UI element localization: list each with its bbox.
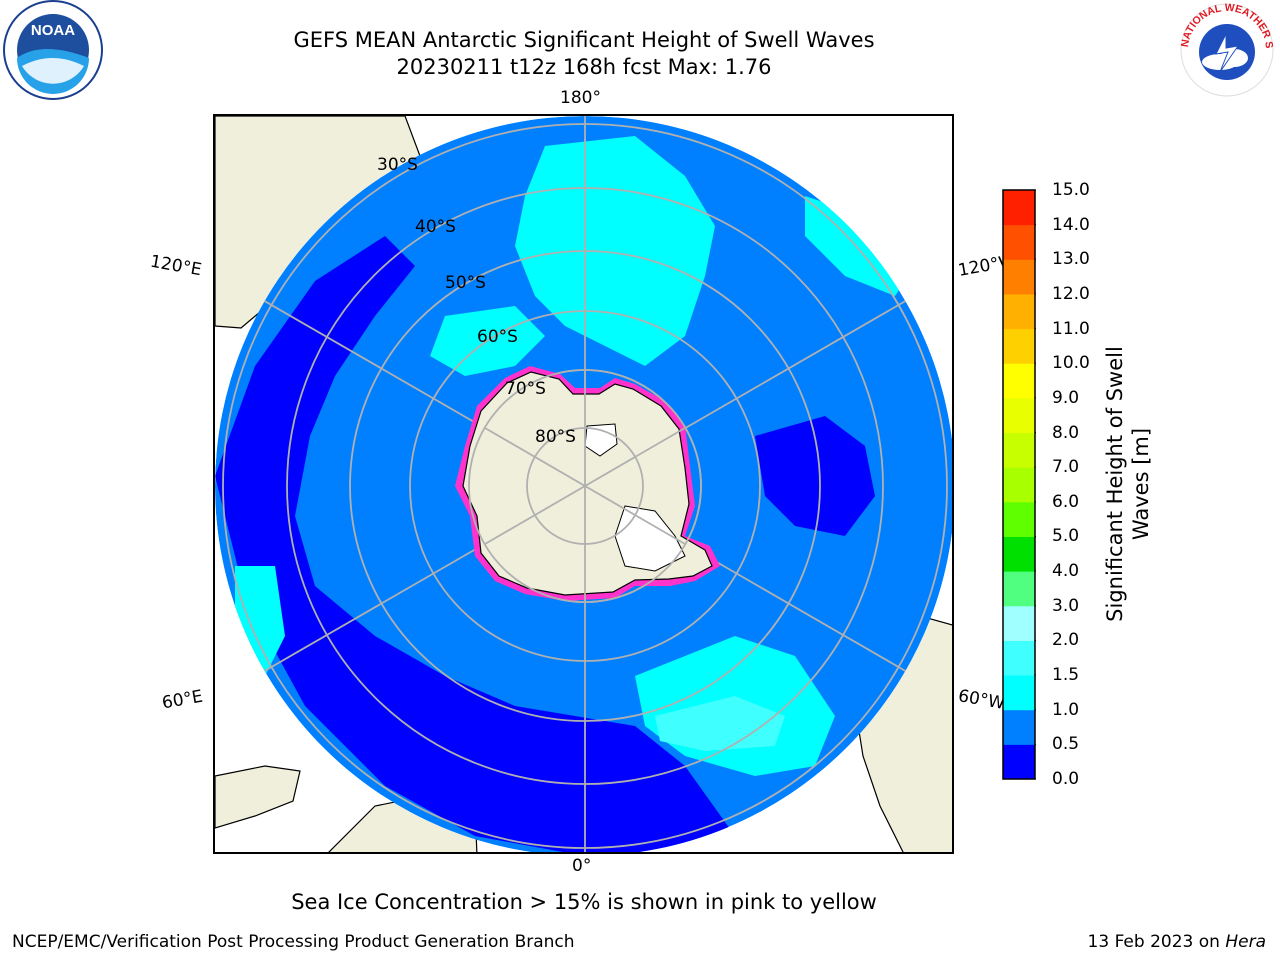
colorbar-segment xyxy=(1003,605,1035,641)
polar-map: 30°S 40°S 50°S 60°S 70°S 80°S xyxy=(213,114,954,854)
colorbar-tick-label: 5.0 xyxy=(1052,526,1080,547)
colorbar-tick-label: 0.5 xyxy=(1052,734,1080,755)
swell-mid-pacific xyxy=(515,136,715,366)
colorbar-tick-label: 1.5 xyxy=(1052,665,1080,686)
lon-label-60w: 60°W xyxy=(956,686,1007,714)
colorbar-tick-label: 12.0 xyxy=(1052,283,1090,304)
colorbar-tick-label: 14.0 xyxy=(1052,214,1090,235)
sea-ice-note: Sea Ice Concentration > 15% is shown in … xyxy=(291,890,877,914)
colorbar-tick-label: 3.0 xyxy=(1052,595,1080,616)
colorbar-tick-label: 8.0 xyxy=(1052,422,1080,443)
colorbar-tick-label: 6.0 xyxy=(1052,491,1080,512)
footer-host: Hera xyxy=(1225,932,1266,952)
swell-low-pacific xyxy=(755,416,875,536)
colorbar-segment xyxy=(1003,293,1035,330)
colorbar-segment xyxy=(1003,397,1035,434)
ice-shelf-weddell xyxy=(614,505,686,572)
colorbar-segment xyxy=(1003,190,1035,226)
colorbar-tick-label: 7.0 xyxy=(1052,457,1080,478)
lon-label-120e: 120°E xyxy=(148,251,204,281)
lon-label-60e: 60°E xyxy=(160,686,205,714)
colorbar-segment xyxy=(1003,363,1035,399)
lat-label-80s: 80°S xyxy=(535,427,576,447)
swell-low-indian xyxy=(215,236,735,852)
colorbar-tick-label: 10.0 xyxy=(1052,353,1090,374)
colorbar-tick-label: 4.0 xyxy=(1052,561,1080,582)
colorbar-segment xyxy=(1003,571,1035,607)
lat-label-50s: 50°S xyxy=(445,273,486,293)
colorbar-tick-label: 2.0 xyxy=(1052,630,1080,651)
colorbar-segment xyxy=(1003,675,1035,711)
chart-subtitle: 20230211 t12z 168h fcst Max: 1.76 xyxy=(396,55,772,79)
swell-mid-atlantic-core xyxy=(655,696,785,751)
nws-logo: NATIONAL WEATHER SERVICE xyxy=(1172,0,1278,102)
colorbar-tick-label: 11.0 xyxy=(1052,318,1090,339)
colorbar-tick-label: 9.0 xyxy=(1052,387,1080,408)
colorbar-tick-label: 1.0 xyxy=(1052,699,1080,720)
noaa-logo: NOAA xyxy=(2,0,104,104)
colorbar-segment xyxy=(1003,744,1035,780)
colorbar-tick-label: 15.0 xyxy=(1052,180,1090,200)
colorbar-label: Significant Height of Swell Waves [m] xyxy=(1103,346,1153,622)
colorbar-segment xyxy=(1003,501,1035,537)
lon-label-180: 180° xyxy=(560,88,601,108)
colorbar-segment xyxy=(1003,432,1035,468)
colorbar-segment xyxy=(1003,709,1035,745)
colorbar-segment xyxy=(1003,536,1035,572)
colorbar-segment xyxy=(1003,224,1035,260)
footer-date: 13 Feb 2023 on Hera xyxy=(1087,932,1266,952)
colorbar-segment xyxy=(1003,467,1035,503)
lon-label-0: 0° xyxy=(572,856,592,876)
colorbar-segment xyxy=(1003,328,1035,364)
footer-branch: NCEP/EMC/Verification Post Processing Pr… xyxy=(12,932,575,952)
colorbar-segment xyxy=(1003,259,1035,295)
lat-label-30s: 30°S xyxy=(377,155,418,175)
colorbar-tick-label: 0.0 xyxy=(1052,769,1080,789)
colorbar-segment xyxy=(1003,640,1035,676)
chart-title: GEFS MEAN Antarctic Significant Height o… xyxy=(293,28,875,52)
land-madagascar xyxy=(215,765,301,829)
colorbar-tick-label: 13.0 xyxy=(1052,249,1090,270)
colorbar xyxy=(1002,189,1036,780)
lat-label-40s: 40°S xyxy=(415,217,456,237)
svg-text:NOAA: NOAA xyxy=(31,22,75,39)
lat-label-60s: 60°S xyxy=(477,327,518,347)
lat-label-70s: 70°S xyxy=(505,379,546,399)
